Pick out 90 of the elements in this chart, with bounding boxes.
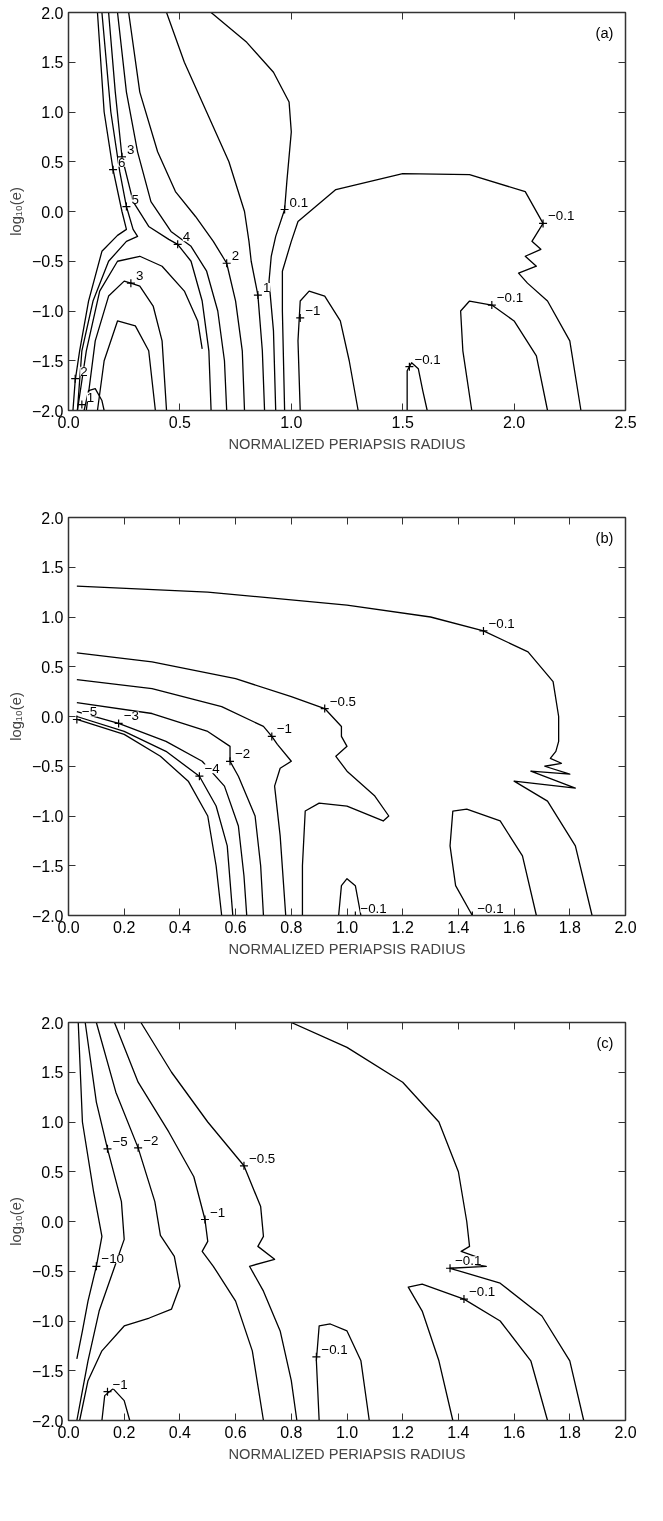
y-axis-title: log₁₀(e) — [7, 1197, 24, 1246]
y-tick-label: 2.0 — [41, 1014, 64, 1032]
x-tick-label: 2.0 — [502, 413, 526, 431]
y-tick-label: 1.5 — [41, 1064, 64, 1082]
y-axis-title: log₁₀(e) — [7, 187, 24, 236]
x-axis-title: NORMALIZED PERIAPSIS RADIUS — [228, 1445, 466, 1462]
annotation: 6 — [118, 154, 126, 170]
annotation: (c) — [596, 1034, 614, 1051]
x-tick-label: 1.4 — [447, 918, 470, 936]
annotation: −0.1 — [468, 1284, 496, 1300]
y-tick-label: −1.5 — [31, 1362, 64, 1380]
x-tick-label: 0.2 — [113, 918, 136, 936]
x-tick-label: 1.8 — [558, 918, 582, 936]
annotation: −1 — [112, 1376, 128, 1392]
x-tick-label: 0.5 — [168, 413, 192, 431]
x-tick-label: 0.6 — [224, 918, 247, 936]
annotation: −2 — [235, 746, 251, 762]
y-tick-label: 0.5 — [41, 153, 64, 171]
annotation: −0.1 — [548, 208, 575, 224]
x-tick-label: 1.5 — [391, 413, 414, 431]
x-tick-label: 0.2 — [113, 1423, 136, 1441]
annotation: −5 — [112, 1133, 128, 1149]
y-tick-label: 2.0 — [41, 4, 64, 22]
annotation: 3 — [135, 268, 144, 284]
annotation: −0.1 — [414, 351, 441, 367]
annotation: 2 — [80, 363, 88, 379]
y-tick-label: 2.0 — [41, 509, 64, 527]
y-tick-label: 0.5 — [41, 658, 64, 676]
annotation: −5 — [81, 704, 98, 720]
annotation: −0.1 — [488, 615, 515, 631]
annotation: 3 — [126, 141, 135, 157]
annotation: 0.1 — [289, 194, 309, 210]
x-tick-label: 2.5 — [614, 413, 637, 431]
y-tick-label: −1.5 — [31, 857, 64, 875]
y-tick-label: 0.0 — [41, 203, 64, 221]
y-tick-label: 1.5 — [41, 559, 64, 577]
annotation: 2 — [231, 248, 240, 264]
y-tick-label: 0.5 — [41, 1163, 64, 1181]
y-tick-label: −0.5 — [31, 758, 64, 776]
x-tick-label: 1.0 — [335, 918, 359, 936]
annotation: 4 — [182, 229, 191, 245]
annotation: −10 — [101, 1251, 124, 1267]
x-tick-label: 1.0 — [280, 413, 303, 431]
x-tick-label: 1.0 — [335, 1423, 359, 1441]
x-tick-label: 0.8 — [280, 1423, 303, 1441]
x-tick-label: 0.4 — [168, 1423, 192, 1441]
x-tick-label: 1.6 — [502, 918, 526, 936]
annotation: 5 — [131, 191, 139, 207]
annotation: (b) — [595, 529, 614, 546]
x-axis-title: NORMALIZED PERIAPSIS RADIUS — [228, 435, 466, 452]
y-tick-label: −0.5 — [31, 253, 64, 271]
y-tick-label: −1.0 — [31, 303, 64, 320]
annotation: −2 — [143, 1132, 159, 1148]
y-tick-label: −0.5 — [31, 1263, 64, 1281]
y-tick-label: −1.5 — [31, 352, 64, 370]
x-tick-label: 0.6 — [224, 1423, 247, 1441]
x-tick-label: 2.0 — [614, 918, 637, 936]
annotation: −3 — [123, 708, 139, 724]
annotation: −1 — [209, 1204, 226, 1220]
y-axis-title: log₁₀(e) — [7, 692, 24, 741]
annotation: −0.5 — [248, 1150, 276, 1166]
annotation: −0.1 — [360, 900, 387, 916]
y-tick-label: 0.0 — [41, 708, 64, 726]
annotation: −0.1 — [496, 290, 524, 306]
x-tick-label: 1.2 — [391, 918, 414, 936]
x-tick-label: 1.6 — [502, 1423, 526, 1441]
x-tick-label: 1.2 — [391, 1423, 414, 1441]
annotation: −0.1 — [477, 900, 504, 916]
y-tick-label: 0.0 — [41, 1213, 64, 1231]
y-tick-label: −1.0 — [31, 1313, 64, 1330]
annotation: −1 — [305, 302, 321, 318]
annotation: 1 — [262, 280, 271, 296]
annotation: (a) — [595, 24, 614, 41]
y-tick-label: 1.0 — [41, 609, 64, 626]
y-tick-label: 1.0 — [41, 104, 64, 121]
x-tick-label: 1.8 — [558, 1423, 582, 1441]
annotation: −1 — [276, 721, 293, 737]
x-tick-label: 2.0 — [614, 1423, 637, 1441]
annotation: −4 — [204, 761, 221, 777]
y-tick-label: 1.0 — [41, 1114, 64, 1131]
annotation: −0.1 — [455, 1253, 482, 1269]
y-tick-label: 1.5 — [41, 54, 64, 72]
x-tick-label: 0.8 — [280, 918, 303, 936]
x-tick-label: 0.4 — [168, 918, 192, 936]
annotation: −0.1 — [321, 1341, 348, 1357]
y-tick-label: −1.0 — [31, 808, 64, 825]
x-axis-title: NORMALIZED PERIAPSIS RADIUS — [228, 940, 466, 957]
annotation: 1 — [86, 389, 95, 405]
annotation: −0.5 — [329, 693, 357, 709]
x-tick-label: 1.4 — [447, 1423, 470, 1441]
